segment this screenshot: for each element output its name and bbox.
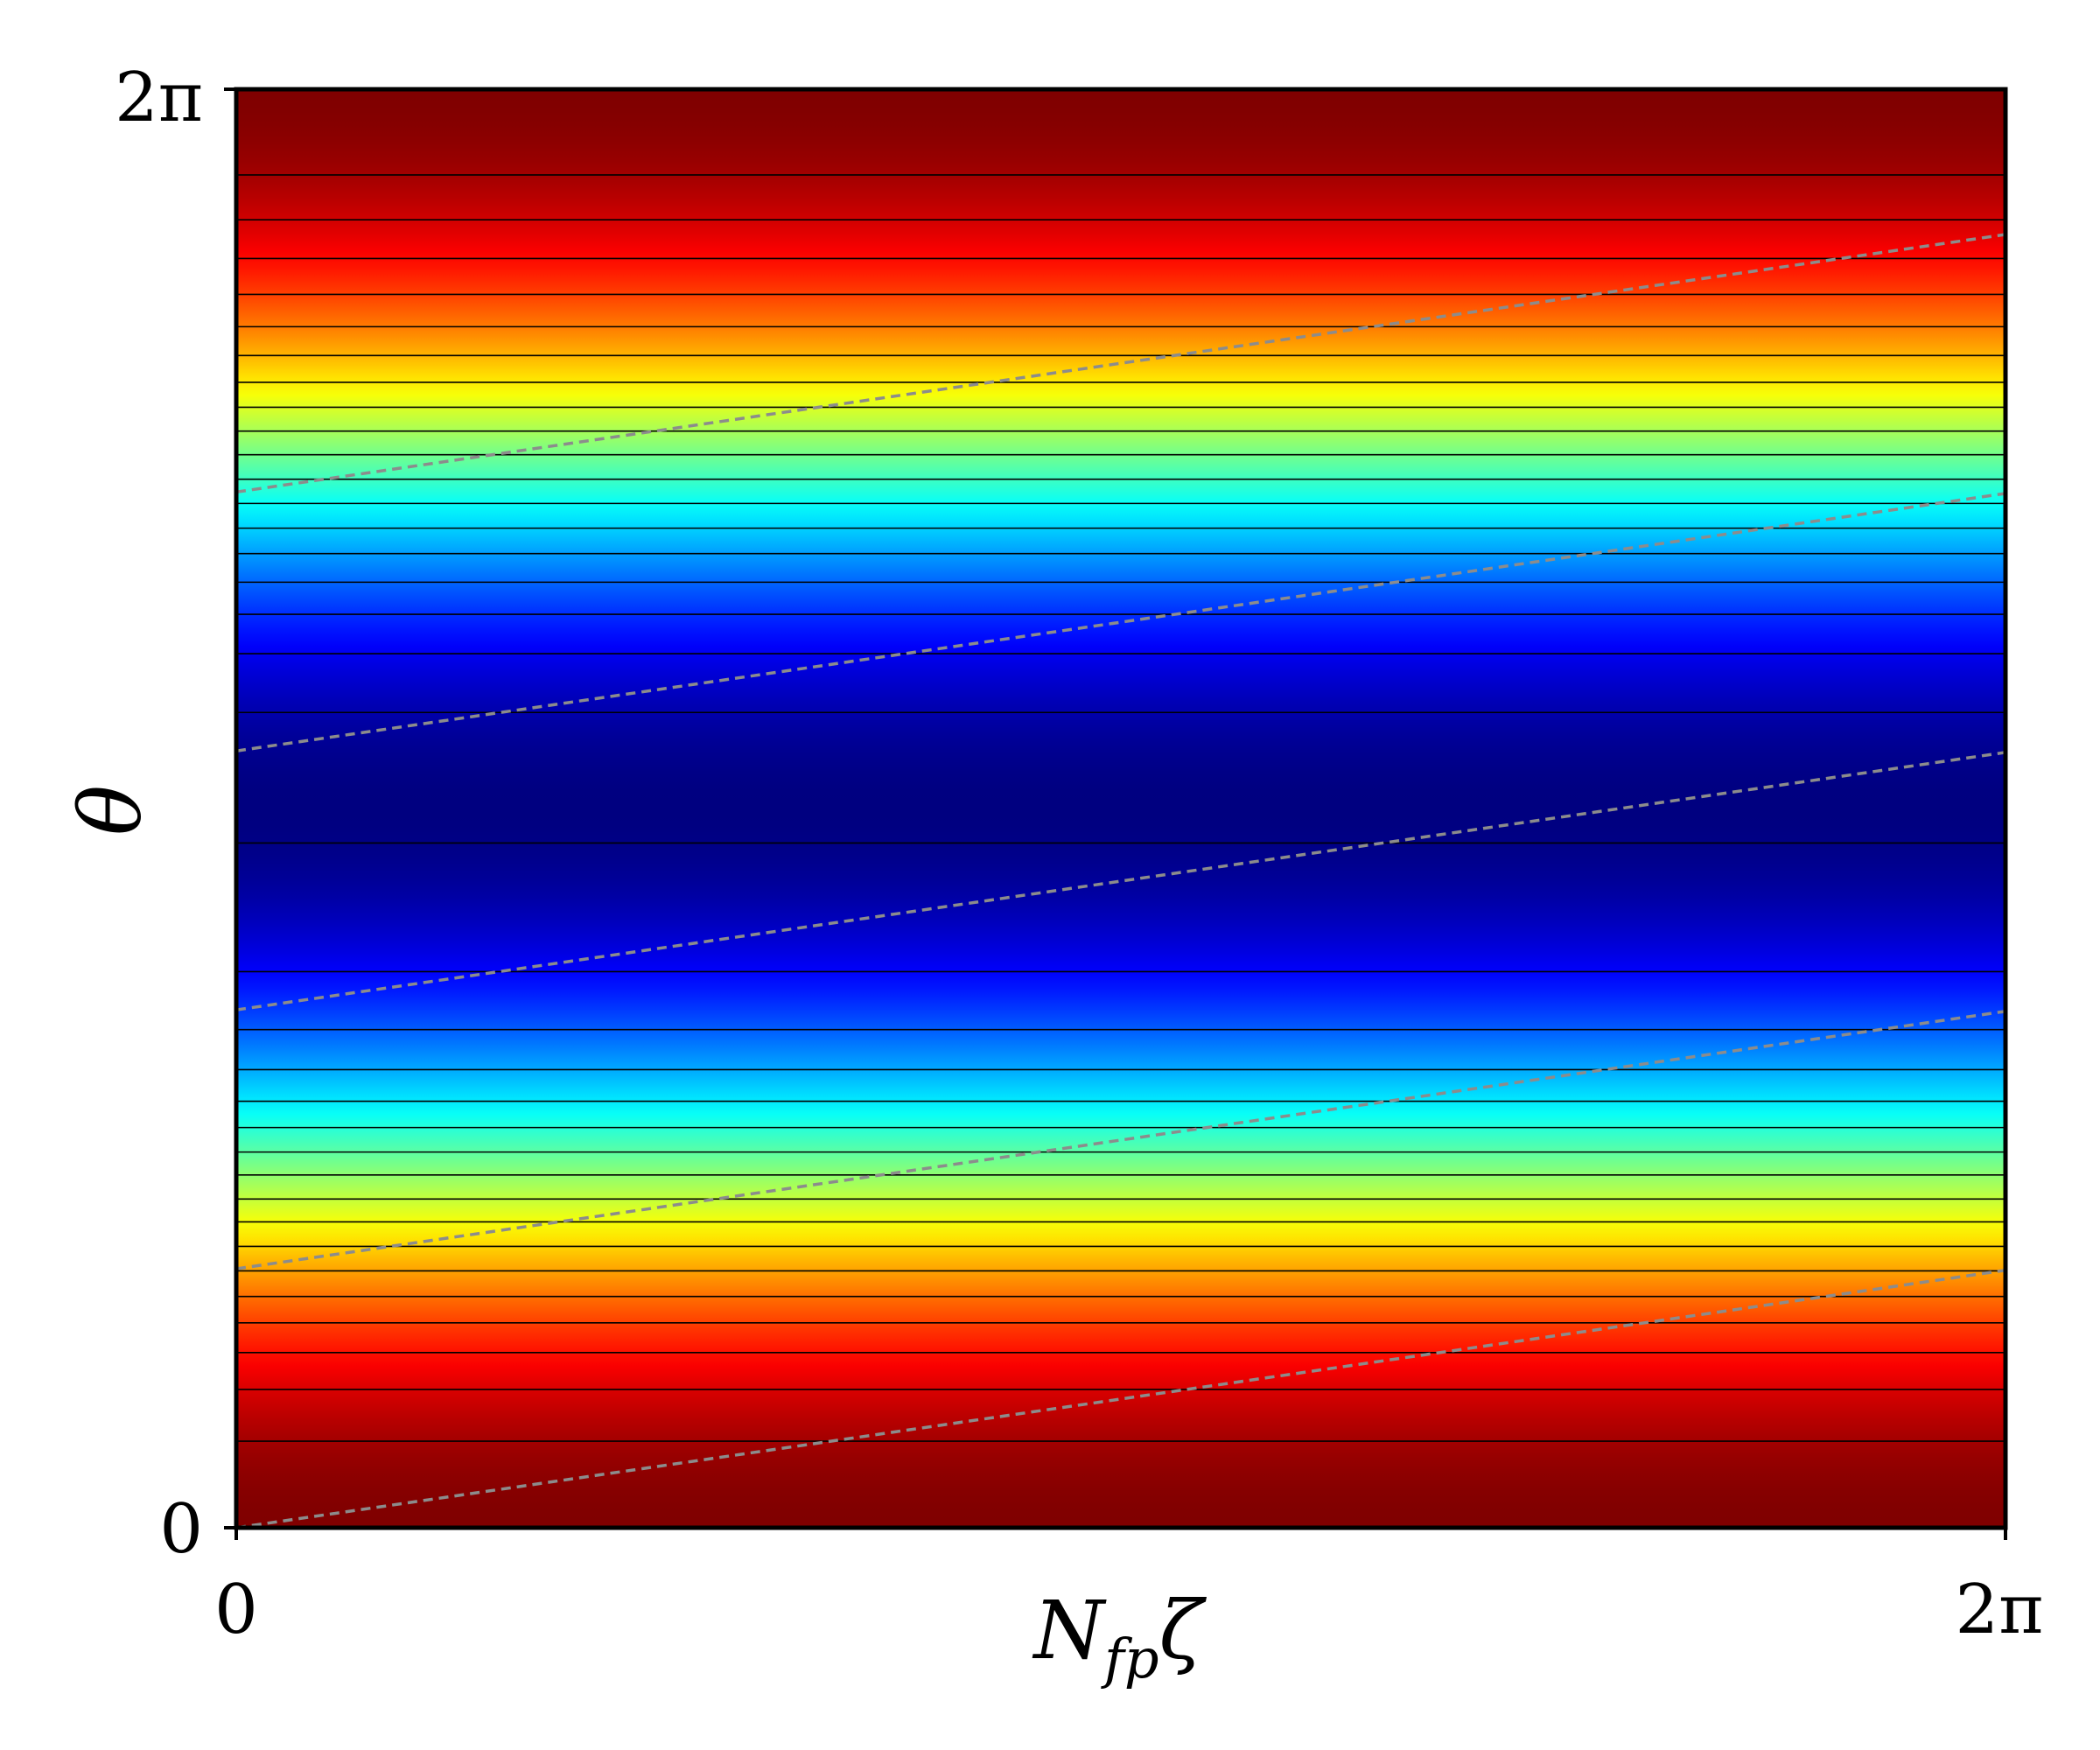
plot-frame [234,87,2008,1530]
x-tick-label-0: 0 [214,1571,258,1649]
x-tick-label-1: 2π [1956,1571,2044,1649]
field-line-2 [236,751,2006,1012]
colormap-field [236,89,2006,1528]
x-axis-label-main: N [1032,1584,1107,1677]
field-line-0 [236,1268,2006,1528]
plot-area [234,87,2008,1530]
contour-lines [236,174,2006,1442]
field-lines [236,233,2006,1528]
x-axis-label-tail: ζ [1159,1584,1208,1677]
y-tick-label-1: 2π [115,59,203,137]
y-axis-label: θ [62,785,160,836]
x-axis-label: Nfpζ [1032,1584,1207,1690]
field-line-4 [236,233,2006,494]
y-tick-label-0: 0 [159,1490,203,1569]
x-axis-label-sub: fp [1101,1627,1159,1690]
y-axis: 0 2π θ [62,59,236,1569]
field-line-3 [236,492,2006,752]
x-axis: 0 2π Nfpζ [214,1528,2043,1690]
field-line-1 [236,1010,2006,1270]
